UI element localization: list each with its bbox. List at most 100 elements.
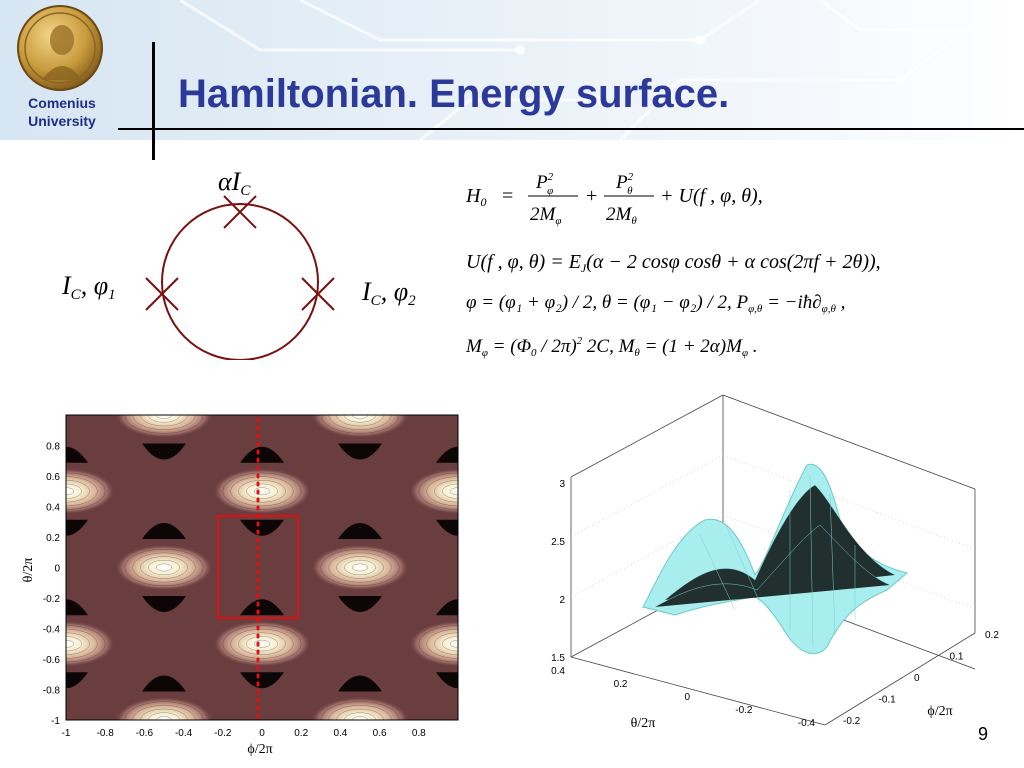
university-line-1: Comenius: [28, 95, 96, 111]
contour-valley: [240, 519, 284, 536]
contour-valley: [338, 675, 382, 692]
contour-valley: [338, 522, 382, 539]
contour-x-tick-label: 0.6: [373, 728, 387, 739]
contour-y-tick-label: 0.8: [46, 442, 60, 453]
contour-valley: [142, 443, 186, 460]
contour-y-tick-label: 0.2: [46, 533, 60, 544]
contour-marks: [66, 415, 458, 720]
contour-peak: [311, 544, 409, 591]
contour-x-tick-label: -0.2: [214, 728, 232, 739]
contour-x-tick-label: -0.8: [97, 728, 115, 739]
contour-y-ticks: -1 -0.8 -0.6 -0.4 -0.2 0 0.2 0.4 0.6 0.8: [43, 442, 61, 728]
contour-axes-frame: [65, 414, 459, 721]
surface-z-tick-label: 3: [559, 479, 565, 490]
svg-text:P2φ: P2 φ: [535, 171, 554, 197]
slide-title: Hamiltonian. Energy surface.: [178, 72, 730, 116]
svg-text:+: +: [586, 185, 597, 207]
contour-x-tick-label: 0: [259, 728, 265, 739]
contour-valley: [436, 519, 458, 536]
contour-valley: [66, 446, 88, 463]
contour-valley: [142, 522, 186, 539]
surface-phi-tick-label: 0: [914, 673, 920, 684]
contour-valley: [338, 596, 382, 613]
equation-potential: U(f , φ, θ) = EJ(α − 2 cosφ cosθ + α cos…: [466, 251, 881, 275]
slide-number: 9: [978, 724, 989, 744]
contour-valley: [240, 599, 284, 616]
contour-peak: [213, 468, 311, 515]
contour-peak: [66, 468, 115, 515]
svg-text:P2θ: P2 θ: [615, 171, 634, 197]
svg-text:2Mθ: 2Mθ: [606, 204, 637, 227]
hamiltonian-equations: H0 = P2 φ 2Mφ + P2 θ 2Mθ + U(f , φ, θ), U(…: [465, 171, 881, 359]
contour-valley: [66, 519, 88, 536]
contour-valley: [142, 675, 186, 692]
surface-theta-label: θ/2π: [631, 716, 656, 731]
contour-y-tick-label: -0.6: [43, 655, 61, 666]
josephson-loop-diagram: αIC IC, φ2: [145, 167, 416, 360]
contour-peak: [213, 620, 311, 667]
circuit-pattern-decor: [179, 0, 1024, 140]
contour-x-tick-label: 0.2: [294, 728, 308, 739]
contour-y-tick-label: -0.2: [43, 594, 61, 605]
contour-valley: [436, 599, 458, 616]
contour-y-tick-label: -1: [51, 716, 60, 727]
contour-peak: [66, 620, 115, 667]
university-name: Comenius University: [8, 94, 116, 130]
contour-valley: [436, 672, 458, 689]
contour-y-tick-label: -0.4: [43, 625, 61, 636]
left-label-box: IC, φ1: [61, 271, 116, 303]
surface-phi-tick-label: 0.2: [985, 630, 999, 641]
equation-variables: φ = (φ₁ + φ₂) / 2, θ = (φ₁ − φ₂) / 2, Pφ…: [466, 292, 845, 315]
contour-y-tick-label: -0.8: [43, 686, 61, 697]
surface-phi-tick-label: -0.1: [879, 695, 897, 706]
svg-text:U(f , φ, θ) = EJ(α − 2 cosφ co: U(f , φ, θ) = EJ(α − 2 cosφ cosθ + α cos…: [466, 251, 881, 275]
surface-z-tick-label: 2.5: [551, 537, 565, 548]
contour-valley: [66, 672, 88, 689]
contour-x-tick-label: 0.4: [333, 728, 347, 739]
junction-top-icon: [223, 195, 257, 229]
contour-valley: [436, 446, 458, 463]
surface-mesh: [642, 463, 909, 655]
surface-phi-tick-label: 0.1: [950, 652, 964, 663]
surface-theta-tick-label: 0: [684, 692, 690, 703]
junction-left-icon: [145, 277, 179, 311]
surface-phi-label: ϕ/2π: [927, 704, 952, 719]
contour-valley: [66, 599, 88, 616]
contour-x-ticks: -1 -0.8 -0.6 -0.4 -0.2 0 0.2 0.4 0.6 0.8: [62, 728, 427, 739]
title-horizontal-rule: [118, 128, 1024, 130]
surface-theta-tick-label: -0.4: [798, 718, 816, 729]
surface-z-tick-label: 2: [559, 595, 565, 606]
svg-text:Mφ = (Φ0 / 2π)2 2C, Mθ = (1 +: Mφ = (Φ0 / 2π)2 2C, Mθ = (1 + 2α)Mφ .: [465, 335, 758, 359]
header-band: [0, 0, 1024, 140]
energy-contour-plot: -1 -0.8 -0.6 -0.4 -0.2 0 0.2 0.4 0.6 0.8 -1 -0.8 -0…: [21, 414, 459, 757]
contour-y-tick-label: 0.4: [46, 503, 60, 514]
contour-x-tick-label: -0.4: [175, 728, 193, 739]
surface-theta-ticks: 0.4 0.2 0 -0.2 -0.4: [551, 666, 815, 729]
contour-peak: [115, 544, 213, 591]
contour-valley: [240, 446, 284, 463]
svg-text:φ = (φ₁ + φ₂) / 2, θ = (φ₁ − φ: φ = (φ₁ + φ₂) / 2, θ = (φ₁ − φ₂) / 2, Pφ…: [466, 292, 845, 315]
svg-text:=: =: [502, 185, 513, 207]
svg-text:+ U(f , φ, θ),: + U(f , φ, θ),: [660, 185, 763, 207]
energy-surface-plot: 1.5 2 2.5 3 0.4 0.2 0 -0.2 -0.4 0.2 0.1 0 -0.1 -0.2…: [551, 394, 999, 731]
top-junction-label: αIC: [218, 167, 251, 199]
right-junction-label: IC, φ2: [361, 277, 416, 309]
contour-y-tick-label: 0.6: [46, 472, 60, 483]
title-vertical-rule: [152, 42, 155, 160]
contour-y-label: θ/2π: [21, 558, 36, 583]
surface-theta-tick-label: -0.2: [735, 705, 753, 716]
surface-phi-tick-label: -0.2: [843, 716, 861, 727]
left-junction-text: IC, φ1: [61, 271, 116, 303]
junction-right-icon: [301, 277, 335, 311]
contour-x-tick-label: 0.8: [412, 728, 426, 739]
surface-z-ticks: 1.5 2 2.5 3: [551, 479, 565, 664]
surface-theta-tick-label: 0.4: [551, 666, 565, 677]
surface-theta-tick-label: 0.2: [614, 679, 628, 690]
surface-phi-ticks: 0.2 0.1 0 -0.1 -0.2: [843, 630, 999, 727]
contour-valley: [240, 672, 284, 689]
contour-valley: [142, 596, 186, 613]
surface-z-tick-label: 1.5: [551, 653, 565, 664]
contour-x-label: ϕ/2π: [247, 742, 272, 757]
svg-text:2Mφ: 2Mφ: [530, 204, 561, 227]
university-seal-logo: [17, 5, 103, 91]
